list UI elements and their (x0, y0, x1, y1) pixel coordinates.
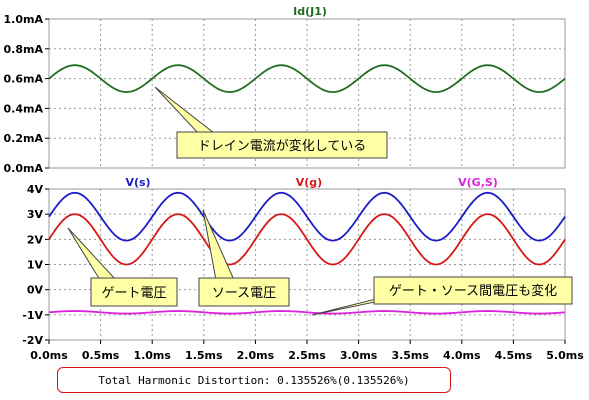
callout-box (176, 131, 388, 159)
current-pane-y-ticks: 1.0mA 0.8mA 0.6mA 0.4mA 0.2mA 0.0mA (4, 13, 49, 175)
callout-drain-current: ドレイン電流が変化している (154, 86, 388, 159)
callout-box (90, 277, 178, 307)
legend-vg: V(g) (296, 176, 322, 189)
legend-vs: V(s) (125, 176, 150, 189)
y-tick-label: 0.8mA (4, 43, 44, 56)
current-pane-title: Id(J1) (293, 5, 327, 18)
thd-text: Total Harmonic Distortion: 0.135526%(0.1… (98, 373, 410, 387)
y-tick-label: 0V (27, 284, 44, 297)
x-tick-label: 3.5ms (391, 349, 429, 362)
series-line-v-s (48, 191, 566, 242)
callout-gs-voltage: ゲート・ソース間電圧も変化 (311, 276, 573, 316)
series-line-v-g-s (48, 310, 566, 315)
x-tick-label: 0.5ms (82, 349, 120, 362)
x-axis-ticks: 0.0ms 0.5ms 1.0ms 1.5ms 2.0ms 2.5ms 3.0ms 3.5ms… (30, 340, 584, 362)
x-tick-label: 2.5ms (288, 349, 326, 362)
x-tick-label: 1.5ms (185, 349, 223, 362)
callout-gate-voltage: ゲート電圧 (67, 227, 178, 307)
series-line-id-j1 (48, 64, 566, 93)
series-line-v-g (48, 213, 566, 266)
callout-pointer (67, 227, 118, 281)
x-tick-label: 2.0ms (237, 349, 275, 362)
current-pane-grid (49, 19, 565, 168)
y-tick-label: 0.2mA (4, 132, 44, 145)
thd-readout: Total Harmonic Distortion: 0.135526%(0.1… (57, 367, 451, 393)
voltage-pane-y-ticks: 4V 3V 2V 1V 0V -1V -2V (22, 183, 49, 347)
legend-vgs: V(G,S) (458, 176, 498, 189)
callout-gate-voltage-text: ゲート電圧 (101, 286, 166, 301)
x-tick-label: 4.5ms (495, 349, 533, 362)
callout-drain-current-text: ドレイン電流が変化している (198, 138, 367, 154)
y-tick-label: 0.0mA (4, 162, 44, 175)
y-tick-label: 2V (27, 233, 44, 246)
y-tick-label: 3V (27, 208, 44, 221)
callout-pointer (154, 86, 216, 134)
y-tick-label: -1V (22, 309, 43, 322)
y-tick-label: 4V (27, 183, 44, 196)
callout-box (198, 277, 290, 307)
x-tick-label: 5.0ms (546, 349, 584, 362)
x-tick-label: 3.0ms (340, 349, 378, 362)
voltage-pane-series (48, 191, 566, 315)
callout-box (373, 276, 573, 305)
current-pane-series (48, 64, 566, 93)
x-tick-label: 4.0ms (443, 349, 481, 362)
x-tick-label: 0.0ms (30, 349, 68, 362)
x-tick-label: 1.0ms (133, 349, 171, 362)
y-tick-label: 1.0mA (4, 13, 44, 26)
y-tick-label: 0.6mA (4, 73, 44, 86)
callout-source-voltage-text: ソース電圧 (212, 286, 276, 301)
y-tick-label: -2V (22, 334, 43, 347)
y-tick-label: 1V (27, 259, 44, 272)
current-pane: Id(J1) 1.0mA 0.8mA 0.6mA 0.4mA 0.2mA 0.0mA (4, 5, 566, 175)
callout-source-voltage: ソース電圧 (198, 209, 290, 307)
y-tick-label: 0.4mA (4, 102, 44, 115)
callout-gs-voltage-text: ゲート・ソース間電圧も変化 (389, 283, 557, 299)
